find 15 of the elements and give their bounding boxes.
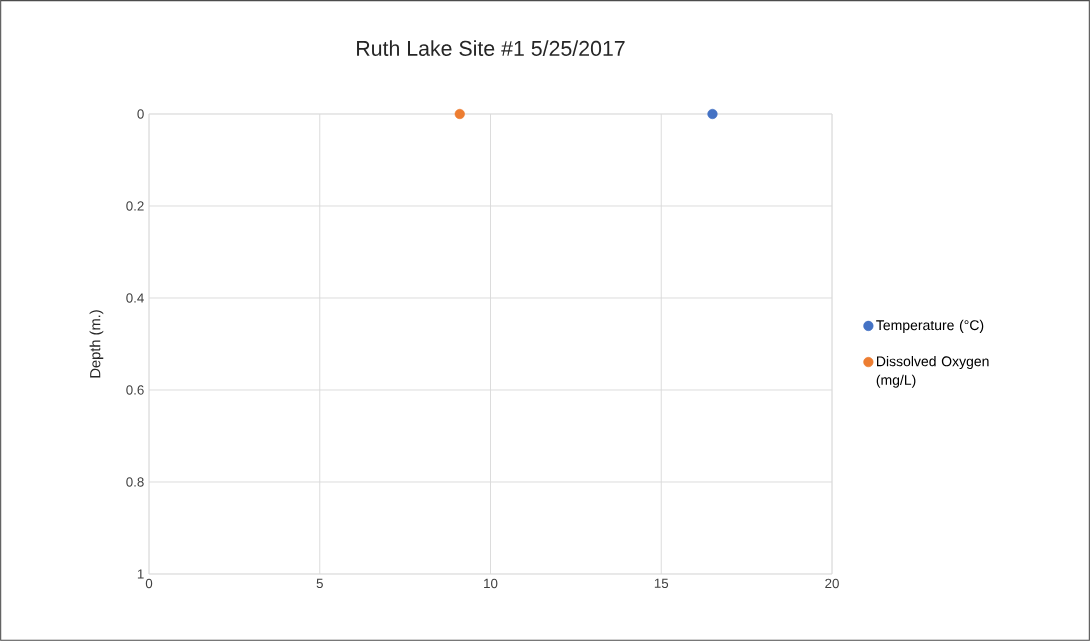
y-tick-label: 0.8	[126, 477, 144, 487]
x-tick-label: 15	[654, 578, 669, 588]
legend-label: Temperature (°C)	[876, 319, 984, 333]
x-tick-label: 0	[145, 578, 153, 589]
y-tick-label: 0	[137, 109, 144, 119]
x-tick-label: 5	[316, 578, 323, 588]
y-tick-label: 1	[137, 569, 144, 579]
y-tick-label: 0.2	[126, 201, 144, 211]
x-tick-label: 10	[484, 578, 498, 589]
y-tick-label: 0.4	[126, 293, 144, 303]
y-axis-title: Depth (m.)	[89, 310, 104, 378]
chart-title: Ruth Lake Site #1 5/25/2017	[357, 40, 625, 56]
legend-label: Dissolved Oxygen (mg/L)	[876, 355, 989, 388]
x-tick-label: 20	[825, 578, 839, 589]
y-tick-label: 0.6	[126, 385, 144, 395]
